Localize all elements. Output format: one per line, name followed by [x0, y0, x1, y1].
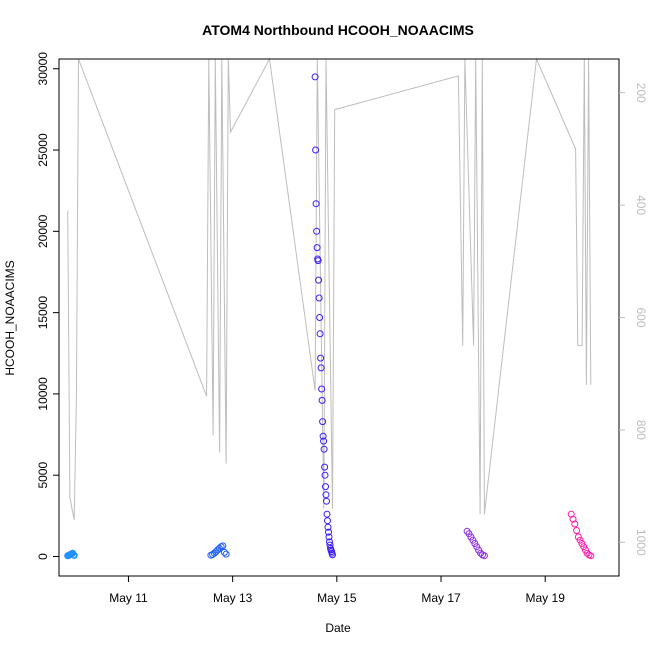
data-point [576, 536, 584, 544]
data-point [587, 552, 595, 560]
data-point [316, 330, 324, 338]
data-point [323, 497, 330, 505]
y2-tick-label: 200 [634, 83, 648, 103]
data-point [318, 385, 326, 393]
data-point [319, 418, 327, 426]
data-point [321, 471, 329, 479]
chart-title: ATOM4 Northbound HCOOH_NOAACIMS [202, 22, 474, 38]
data-point [569, 515, 577, 523]
x-tick-label: May 15 [317, 591, 357, 605]
x-tick-label: May 17 [421, 591, 461, 605]
y-tick-label: 10000 [36, 377, 50, 411]
y-tick-label: 30000 [36, 52, 50, 86]
data-point [317, 364, 325, 372]
points-layer [64, 73, 595, 560]
data-point [567, 510, 575, 518]
data-point [580, 543, 588, 551]
data-point [319, 432, 327, 440]
data-point [320, 437, 328, 445]
data-point [325, 528, 332, 536]
altitude-line-layer [67, 57, 592, 520]
data-point [222, 550, 230, 558]
data-point [311, 73, 319, 81]
data-point [323, 510, 331, 518]
y-tick-label: 25000 [36, 133, 50, 167]
data-point [314, 257, 322, 265]
data-point [322, 491, 330, 499]
x-axis-label: Date [325, 621, 351, 635]
y2-tick-label: 600 [634, 307, 648, 327]
y-tick-label: 15000 [36, 296, 50, 330]
data-point [571, 520, 579, 528]
data-point [313, 227, 321, 235]
data-point [315, 294, 323, 302]
data-point [312, 200, 320, 208]
y2-tick-label: 800 [634, 420, 648, 440]
data-point [313, 244, 321, 252]
y2-tick-label: 400 [634, 195, 648, 215]
data-point [480, 552, 488, 560]
data-point [70, 551, 78, 559]
data-point [317, 354, 325, 362]
axes-layer: May 11 May 13 May 15 May 17 May 19 0 5000 10000… [36, 52, 648, 605]
plot-box [58, 58, 620, 577]
data-point [316, 314, 324, 321]
x-tick-label: May 11 [109, 591, 148, 605]
data-point [329, 551, 336, 559]
data-point [315, 276, 323, 284]
y-axis-label: HCOOH_NOAACIMS [3, 260, 17, 375]
data-point [326, 538, 333, 546]
x-tick-label: May 13 [213, 591, 253, 605]
data-point [326, 541, 334, 549]
data-point [321, 463, 329, 471]
data-point [573, 527, 581, 534]
y-tick-label: 20000 [36, 214, 50, 248]
data-point [325, 533, 333, 541]
data-point [318, 396, 326, 404]
data-point [324, 517, 331, 525]
y-tick-label: 5000 [36, 462, 50, 489]
data-point [324, 523, 332, 531]
data-point [220, 548, 228, 556]
data-point [219, 542, 227, 550]
y-tick-label: 0 [36, 553, 50, 560]
data-point [322, 483, 329, 491]
data-point [312, 146, 320, 154]
y2-tick-label: 1000 [634, 529, 648, 556]
data-point [320, 445, 328, 453]
x-tick-label: May 19 [526, 591, 566, 605]
altitude-line [67, 57, 592, 520]
